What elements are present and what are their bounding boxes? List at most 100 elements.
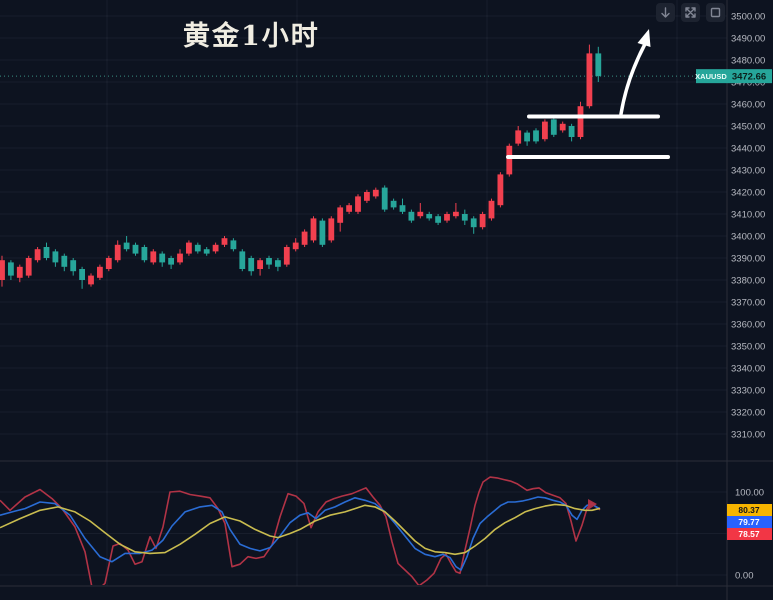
candle-down [408,211,415,221]
candle-down [43,247,50,258]
candle-down [194,244,201,252]
price-tick-label: 3420.00 [731,188,765,199]
candle-up [355,196,361,212]
price-tick-label: 3460.00 [731,100,765,111]
candle-down [435,216,441,223]
candle-down [230,240,237,250]
price-tick-label: 3400.00 [731,232,765,243]
maximize-square-icon [710,7,721,18]
price-tick-label: 3440.00 [731,144,765,155]
candle-up [444,214,450,221]
candle-up [542,121,548,140]
candle-up [364,192,370,201]
candle-up [34,249,41,261]
scroll-down-button[interactable] [656,3,675,22]
candle-up [0,260,5,280]
price-tick-label: 3430.00 [731,166,765,177]
candle-down [203,249,210,254]
candle-up [453,211,459,217]
candle-up [177,253,183,263]
candle-down [533,130,539,142]
price-tick-label: 3370.00 [731,298,765,309]
grid-layer [0,0,727,586]
last-price-tag-label: 3472.66 [732,72,766,83]
candle-down [426,214,433,219]
candle-down [248,258,255,272]
chart-title: 黄金1小时 [183,21,320,52]
candle-up [292,242,299,250]
pane-toolbar [656,3,725,22]
price-tick-label: 3340.00 [731,364,765,375]
price-tick-label: 3500.00 [731,12,765,23]
collapse-arrows-icon [685,7,696,18]
candle-up [372,189,379,197]
candle-down [168,258,174,265]
candle-up [328,218,335,241]
candle-up [417,211,424,217]
price-tick-label: 3390.00 [731,254,765,265]
oscillator-value-label: 78.57 [738,529,760,539]
candle-up [497,174,504,206]
candle-down [8,262,14,276]
symbol-tag-label: XAUUSD [695,72,727,81]
price-tick-label: 3330.00 [731,386,765,397]
symbol-tag [696,69,727,84]
price-tick-label: 3320.00 [731,408,765,419]
candle-down [123,242,130,250]
candle-up [114,244,121,261]
candle-up [301,231,308,245]
candle-down [381,187,388,210]
last-price-tag [727,69,772,84]
candle-up [506,145,513,175]
candle-down [132,244,139,254]
candle-down [319,220,326,245]
collapse-pane-button[interactable] [681,3,700,22]
candle-up [186,242,192,254]
price-tick-label: 3450.00 [731,122,765,133]
price-tick-label: 3310.00 [731,430,765,441]
candle-up [16,266,23,278]
price-tick-label: 3480.00 [731,56,765,67]
oscillator-value-label: 80.37 [738,505,760,515]
oscillator-value-label: 79.77 [738,517,760,527]
candle-up [488,200,495,219]
candle-up [559,123,566,131]
price-tick-label: 3350.00 [731,342,765,353]
candles-layer [0,44,602,289]
candle-up [310,218,317,241]
price-tick-label: 3490.00 [731,34,765,45]
candle-down [595,53,602,77]
maximize-pane-button[interactable] [706,3,725,22]
candle-up [105,258,112,269]
price-tick-label: 3360.00 [731,320,765,331]
price-axis[interactable]: 3500.003490.003480.003470.003460.003450.… [695,12,772,582]
candle-up [97,266,103,278]
candle-down [470,218,477,228]
candle-down [390,200,397,208]
candle-up [586,53,593,107]
candle-up [337,207,344,223]
oscillator-end-marker [588,499,597,510]
oscillator-line-d [0,503,601,556]
candle-down [568,126,575,137]
candle-up [150,251,157,263]
candle-down [141,247,148,261]
candle-down [524,132,530,142]
oscillator-tick-label: 100.00 [735,488,764,499]
candle-up [212,244,219,252]
candle-down [275,260,281,267]
candle-down [70,260,77,272]
candle-up [25,258,32,276]
candle-down [239,251,246,269]
candle-up [346,205,352,212]
oscillator-line-j [0,476,601,585]
oscillator-value-tag [727,504,772,516]
candle-down [52,251,59,263]
oscillator-value-tag [727,516,772,528]
candle-down [461,214,468,221]
candle-up [283,247,290,265]
candle-up [257,260,263,269]
candle-down [399,205,406,212]
